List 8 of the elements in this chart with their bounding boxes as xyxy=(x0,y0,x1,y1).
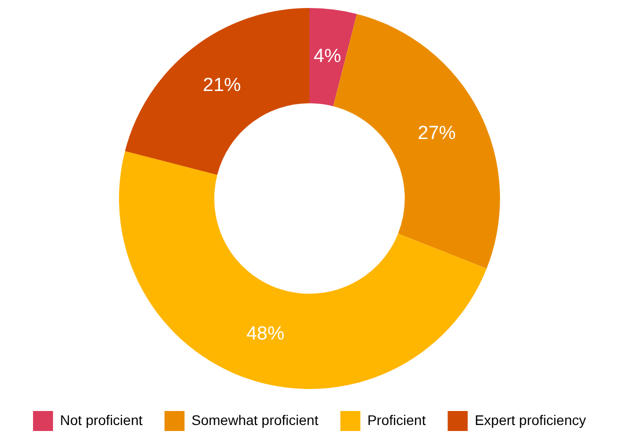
data-label: 4% xyxy=(314,46,342,67)
data-label: 48% xyxy=(246,324,284,345)
legend-label: Not proficient xyxy=(60,412,143,428)
legend-label: Proficient xyxy=(367,412,426,428)
data-label: 21% xyxy=(202,74,242,96)
data-label: 27% xyxy=(418,122,456,144)
legend-label: Somewhat proficient xyxy=(192,412,318,428)
legend-label: Expert proficiency xyxy=(474,412,586,428)
